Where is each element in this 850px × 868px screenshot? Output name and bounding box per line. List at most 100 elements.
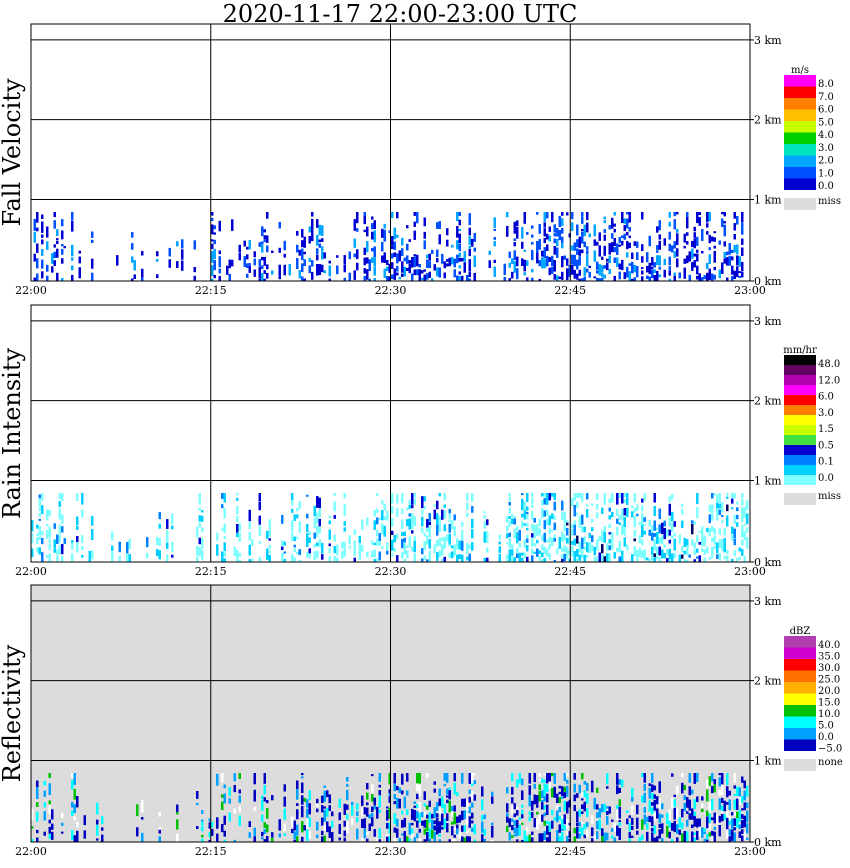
echo-cell [541, 552, 544, 558]
echo-cell [471, 790, 474, 800]
echo-cell [343, 820, 346, 827]
echo-cell [711, 513, 714, 521]
echo-cell [718, 553, 721, 561]
echo-cell [411, 828, 414, 834]
echo-cell [553, 786, 556, 798]
echo-cell [711, 273, 714, 281]
echo-cell [613, 257, 616, 263]
echo-cell [736, 266, 739, 278]
echo-cell [518, 543, 521, 548]
echo-cell [573, 836, 576, 842]
echo-cell [468, 796, 471, 803]
echo-cell [726, 829, 729, 839]
echo-cell [246, 273, 249, 278]
echo-cell [543, 773, 546, 776]
echo-cell [531, 493, 534, 498]
echo-cell [211, 278, 214, 281]
echo-cell [431, 819, 434, 830]
echo-cell [606, 806, 609, 809]
echo-cell [521, 498, 524, 511]
echo-cell [458, 540, 461, 550]
echo-cell [693, 549, 696, 555]
echo-cell [423, 803, 426, 807]
echo-cell [181, 239, 184, 249]
echo-cell [623, 527, 626, 536]
echo-cell [533, 524, 536, 535]
echo-cell [363, 215, 366, 225]
echo-cell [548, 493, 551, 501]
echo-cell [558, 215, 561, 228]
echo-cell [548, 235, 551, 242]
echo-cell [731, 818, 734, 829]
echo-cell [706, 223, 709, 228]
legend-swatch [784, 728, 816, 740]
echo-cell [563, 265, 566, 268]
echo-cell [388, 789, 391, 794]
echo-cell [523, 225, 526, 236]
echo-cell [413, 269, 416, 276]
echo-cell [41, 221, 44, 233]
echo-cell [428, 521, 431, 526]
echo-cell [428, 800, 431, 807]
echo-cell [703, 549, 706, 555]
echo-cell [603, 274, 606, 279]
echo-cell [531, 523, 534, 531]
echo-cell [581, 798, 584, 801]
echo-cell [538, 778, 541, 782]
echo-cell [61, 822, 64, 826]
echo-cell [396, 555, 399, 562]
echo-cell [316, 808, 319, 813]
echo-cell [51, 253, 54, 264]
echo-cell [306, 494, 309, 497]
echo-cell [371, 817, 374, 827]
echo-cell [521, 258, 524, 266]
echo-cell [696, 556, 699, 559]
echo-cell [61, 831, 64, 834]
echo-cell [736, 514, 739, 520]
echo-cell [738, 556, 741, 560]
echo-cell [493, 241, 496, 247]
echo-cell [618, 822, 621, 826]
echo-cell [298, 521, 301, 533]
echo-cell [323, 835, 326, 842]
echo-cell [586, 504, 589, 507]
echo-cell [698, 818, 701, 827]
echo-cell [196, 526, 199, 538]
echo-cell [611, 835, 614, 839]
echo-cell [648, 558, 651, 562]
echo-cell [531, 269, 534, 273]
echo-cell [473, 773, 476, 776]
echo-cell [566, 830, 569, 836]
echo-cell [196, 545, 199, 556]
echo-cell [511, 544, 514, 549]
echo-cell [301, 782, 304, 793]
echo-cell [558, 276, 561, 280]
echo-cell [693, 832, 696, 835]
echo-cell [238, 789, 241, 794]
x-tick-label: 22:00 [15, 284, 47, 297]
echo-cell [611, 269, 614, 277]
legend-swatch [784, 109, 816, 121]
echo-cell [616, 508, 619, 517]
echo-cell [596, 493, 599, 500]
echo-cell [741, 261, 744, 272]
echo-cell [548, 553, 551, 560]
echo-cell [706, 834, 709, 840]
echo-cell [298, 270, 301, 279]
echo-cell [553, 522, 556, 531]
echo-cell [448, 523, 451, 533]
echo-cell [218, 250, 221, 255]
echo-cell [521, 840, 524, 842]
echo-cell [571, 546, 574, 553]
echo-cell [681, 554, 684, 559]
echo-cell [413, 536, 416, 541]
echo-cell [408, 504, 411, 509]
echo-cell [156, 274, 159, 279]
echo-cell [403, 831, 406, 842]
echo-cell [703, 275, 706, 280]
echo-cell [238, 795, 241, 803]
echo-cell [686, 811, 689, 814]
echo-cell [561, 212, 564, 216]
